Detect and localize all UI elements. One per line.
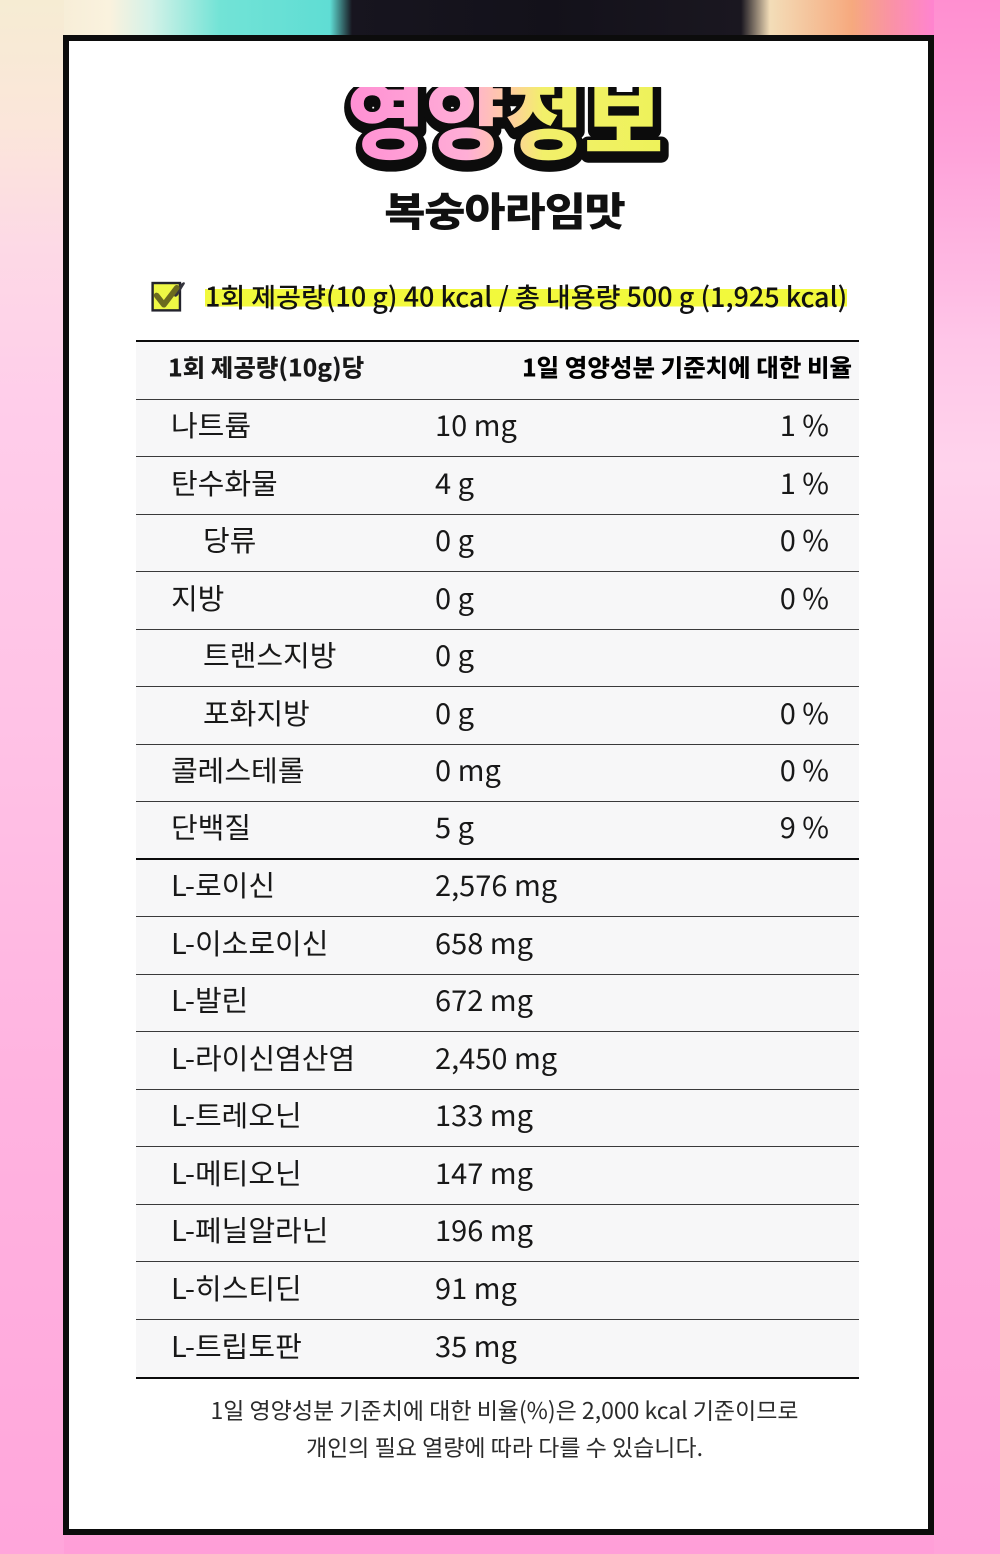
svg-text:영양정보: 영양정보 [346, 87, 662, 177]
